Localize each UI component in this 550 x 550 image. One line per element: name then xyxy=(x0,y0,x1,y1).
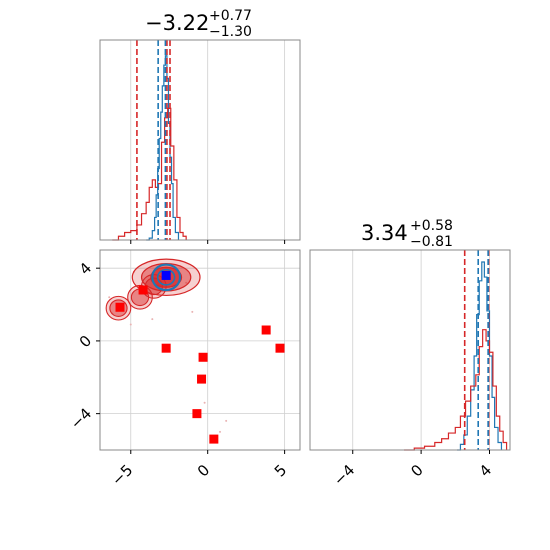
x-tick-label: 5 xyxy=(271,461,290,480)
red-marker xyxy=(161,343,171,353)
y-tick-label: −4 xyxy=(67,404,95,432)
histogram-param2-panel: −4 0 4 xyxy=(309,249,511,489)
sample-dot xyxy=(225,419,228,422)
panel-frame xyxy=(309,249,511,451)
title-param1-sup: +0.77 xyxy=(209,8,252,24)
red-marker xyxy=(138,285,148,295)
sample-dot xyxy=(151,318,154,321)
y-tick-label: 4 xyxy=(76,259,95,278)
blue-marker xyxy=(161,270,171,280)
title-param2-sup: +0.58 xyxy=(410,218,453,234)
sample-dot xyxy=(129,323,132,326)
title-param1: −3.22 xyxy=(145,11,209,35)
red-marker xyxy=(275,343,285,353)
sample-dot xyxy=(108,296,111,299)
red-marker xyxy=(261,325,271,335)
title-param2-main: 3.34 xyxy=(361,221,408,245)
scatter-panel: −5 0 5 −4 0 4 xyxy=(67,249,301,489)
red-marker xyxy=(192,409,202,419)
blue-contour xyxy=(156,268,176,286)
blue-histogram-series xyxy=(457,261,503,451)
y-tick-label: 0 xyxy=(76,332,95,351)
x-tick-label: 0 xyxy=(407,461,426,480)
red-marker xyxy=(209,434,219,444)
blue-contour xyxy=(151,263,182,292)
x-tick-label: 0 xyxy=(194,461,213,480)
title-param1-sub: −1.30 xyxy=(209,24,252,40)
red-marker xyxy=(198,352,208,362)
x-tick-label: 4 xyxy=(476,461,495,480)
sample-dot xyxy=(203,401,206,404)
title-param1-main: −3.22 xyxy=(145,11,209,35)
x-tick-label: −4 xyxy=(330,461,358,489)
sample-dot xyxy=(185,281,188,284)
panel-frame xyxy=(99,249,301,451)
histogram-param1-panel xyxy=(99,39,301,244)
panel-frame xyxy=(99,39,301,241)
blue-histogram-series xyxy=(146,55,180,241)
red-marker xyxy=(197,374,207,384)
red-marker xyxy=(115,302,125,312)
sample-dot xyxy=(219,430,221,433)
red-histogram-series xyxy=(404,329,508,451)
sample-dot xyxy=(191,310,194,313)
x-tick-label: −5 xyxy=(108,461,136,489)
title-param2-sub: −0.81 xyxy=(410,234,453,250)
